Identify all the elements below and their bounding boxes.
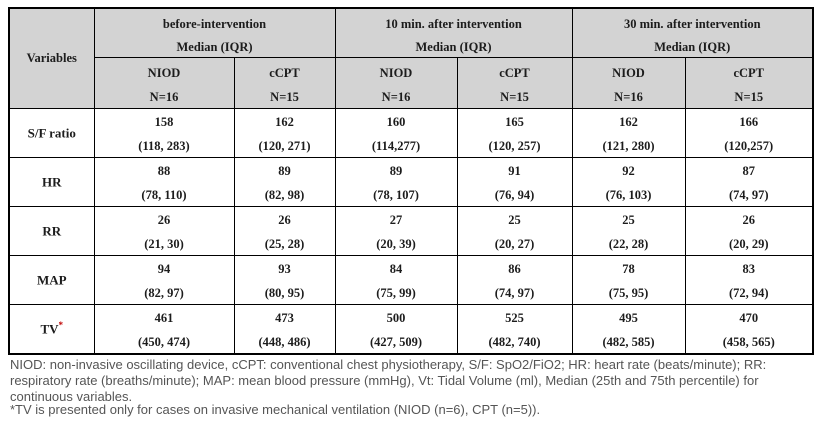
group-label: 10 min. after intervention xyxy=(385,17,522,31)
value-cell: 88 (78, 110) xyxy=(93,157,235,207)
group-header-30min: 30 min. after intervention Median (IQR) xyxy=(571,7,814,58)
value-cell: 27 (20, 39) xyxy=(334,206,458,256)
value-cell: 158 (118, 283) xyxy=(93,108,235,158)
value-cell: 87 (74, 97) xyxy=(684,157,814,207)
value-cell: 92 (76, 103) xyxy=(571,157,686,207)
row-label: HR xyxy=(8,157,95,207)
value-cell: 89 (78, 107) xyxy=(334,157,458,207)
value-cell: 93 (80, 95) xyxy=(233,255,336,305)
outcomes-table: Variables before-intervention Median (IQ… xyxy=(8,7,814,355)
table-row-rr: RR 26 (21, 30) 26 (25, 28) 27 (20, 39) 25 (2… xyxy=(8,206,814,256)
value-cell: 500 (427, 509) xyxy=(334,304,458,355)
table-row-hr: HR 88 (78, 110) 89 (82, 98) 89 (78, 107) 91… xyxy=(8,157,814,207)
row-label: RR xyxy=(8,206,95,256)
value-cell: 162 (120, 271) xyxy=(233,108,336,158)
arm-header-niod-10min: NIOD N=16 xyxy=(334,57,458,109)
table-row-tv: TV* 461 (450, 474) 473 (448, 486) 500 (427,… xyxy=(8,304,814,355)
value-cell: 495 (482, 585) xyxy=(571,304,686,355)
group-label: before-intervention xyxy=(162,17,267,31)
value-cell: 162 (121, 280) xyxy=(571,108,686,158)
value-cell: 461 (450, 474) xyxy=(93,304,235,355)
value-cell: 89 (82, 98) xyxy=(233,157,336,207)
variables-label: Variables xyxy=(26,51,77,65)
value-cell: 473 (448, 486) xyxy=(233,304,336,355)
row-label: MAP xyxy=(8,255,95,305)
header-row-arms: NIOD N=16 cCPT N=15 NIOD N=16 cCPT N=15 … xyxy=(9,57,814,109)
footnote-marker: * xyxy=(58,320,64,331)
arm-header-ccpt-before: cCPT N=15 xyxy=(233,57,336,109)
value-cell: 525 (482, 740) xyxy=(456,304,573,355)
value-cell: 94 (82, 97) xyxy=(93,255,235,305)
row-label: TV* xyxy=(8,304,95,355)
abbreviations-footnote: NIOD: non-invasive oscillating device, c… xyxy=(10,357,767,404)
header-row-groups: Variables before-intervention Median (IQ… xyxy=(8,7,814,109)
arm-header-ccpt-10min: cCPT N=15 xyxy=(456,57,573,109)
group-stat-label: Median (IQR) xyxy=(654,40,731,54)
variables-header-cell: Variables xyxy=(8,7,95,109)
arm-header-ccpt-30min: cCPT N=15 xyxy=(684,57,814,109)
value-cell: 165 (120, 257) xyxy=(456,108,573,158)
value-cell: 25 (22, 28) xyxy=(571,206,686,256)
value-cell: 78 (75, 95) xyxy=(571,255,686,305)
value-cell: 26 (20, 29) xyxy=(684,206,814,256)
value-cell: 83 (72, 94) xyxy=(684,255,814,305)
value-cell: 470 (458, 565) xyxy=(684,304,814,355)
group-stat-label: Median (IQR) xyxy=(415,40,492,54)
value-cell: 91 (76, 94) xyxy=(456,157,573,207)
row-label: S/F ratio xyxy=(8,108,95,158)
group-header-10min: 10 min. after intervention Median (IQR) xyxy=(334,7,573,58)
arm-header-niod-30min: NIOD N=16 xyxy=(571,57,686,109)
value-cell: 84 (75, 99) xyxy=(334,255,458,305)
group-label: 30 min. after intervention xyxy=(623,17,761,31)
value-cell: 166 (120,257) xyxy=(684,108,814,158)
value-cell: 160 (114,277) xyxy=(334,108,458,158)
table-row-map: MAP 94 (82, 97) 93 (80, 95) 84 (75, 99) 86(… xyxy=(8,255,814,305)
tv-footnote: *TV is presented only for cases on invas… xyxy=(10,402,541,417)
value-cell: 86 (74, 97) xyxy=(456,255,573,305)
group-stat-label: Median (IQR) xyxy=(176,40,253,54)
value-cell: 25 (20, 27) xyxy=(456,206,573,256)
value-cell: 26 (25, 28) xyxy=(233,206,336,256)
arm-header-niod-before: NIOD N=16 xyxy=(93,57,235,109)
table-row-sf-ratio: S/F ratio 158 (118, 283) 162 (120, 271) 16… xyxy=(8,108,814,158)
group-header-before: before-intervention Median (IQR) xyxy=(93,7,336,58)
value-cell: 26 (21, 30) xyxy=(93,206,235,256)
